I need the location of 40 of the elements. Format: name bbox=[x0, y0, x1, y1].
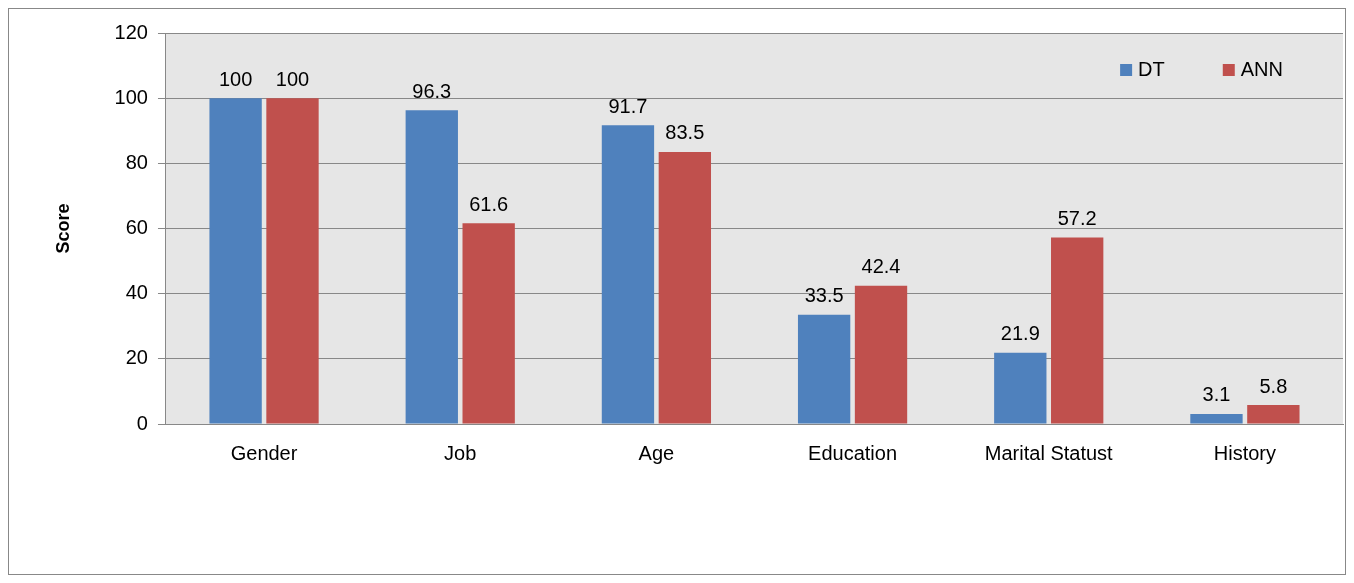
data-label: 83.5 bbox=[665, 121, 705, 144]
bar bbox=[462, 223, 515, 424]
y-tick-label: 20 bbox=[125, 346, 148, 369]
bar bbox=[658, 151, 712, 424]
y-tick-label: 100 bbox=[114, 85, 148, 108]
data-label: 57.2 bbox=[1057, 207, 1097, 230]
bar bbox=[209, 98, 262, 424]
data-label: 100 bbox=[218, 67, 253, 90]
bar bbox=[266, 98, 319, 424]
data-label: 42.4 bbox=[861, 255, 901, 278]
data-label: 5.8 bbox=[1259, 374, 1288, 397]
bar bbox=[1190, 413, 1243, 424]
y-tick-label: 40 bbox=[125, 281, 148, 304]
x-tick-label: Education bbox=[808, 441, 898, 464]
y-tick-label: 80 bbox=[125, 150, 148, 173]
data-label: 100 bbox=[275, 67, 310, 90]
data-label: 21.9 bbox=[1000, 322, 1040, 345]
bar bbox=[601, 125, 655, 424]
x-tick-label: Age bbox=[638, 441, 675, 464]
x-tick-label: History bbox=[1213, 441, 1277, 464]
data-label: 3.1 bbox=[1202, 383, 1231, 406]
data-label: 96.3 bbox=[412, 79, 452, 102]
bar bbox=[1247, 405, 1300, 424]
y-tick-label: 0 bbox=[136, 411, 148, 434]
bar bbox=[1051, 237, 1104, 424]
bar bbox=[994, 352, 1047, 424]
data-label: 91.7 bbox=[608, 94, 648, 117]
x-tick-label: Gender bbox=[230, 441, 298, 464]
data-label: 61.6 bbox=[469, 192, 509, 215]
y-axis-title: Score bbox=[52, 203, 73, 254]
data-label: 33.5 bbox=[804, 284, 844, 307]
y-tick-label: 120 bbox=[114, 20, 148, 43]
legend-label: DT bbox=[1138, 57, 1165, 80]
bar bbox=[854, 285, 908, 424]
bar bbox=[797, 314, 851, 424]
y-tick-label: 60 bbox=[125, 216, 148, 239]
x-tick-label: Job bbox=[444, 441, 477, 464]
legend-label: ANN bbox=[1240, 57, 1284, 80]
bar bbox=[405, 110, 458, 424]
x-tick-label: Marital Statust bbox=[984, 441, 1114, 464]
